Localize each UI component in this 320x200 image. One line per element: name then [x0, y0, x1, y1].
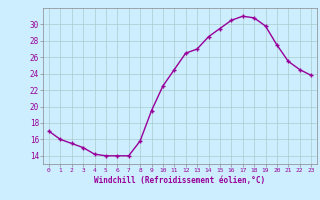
X-axis label: Windchill (Refroidissement éolien,°C): Windchill (Refroidissement éolien,°C) [94, 176, 266, 185]
